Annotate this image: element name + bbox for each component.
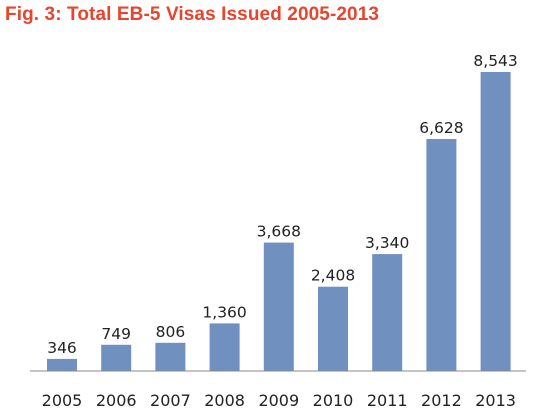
value-label-2013: 8,543 (473, 52, 517, 70)
x-tick-label-2011: 2011 (367, 391, 408, 410)
x-tick-label-2009: 2009 (258, 391, 299, 410)
x-tick-label-2013: 2013 (475, 391, 516, 410)
bar-2008 (209, 323, 240, 371)
x-tick-label-2012: 2012 (421, 391, 462, 410)
tick-labels-layer: 2005 2006 2007 2008 2009 2010 2011 2012 2013 (42, 391, 516, 410)
x-tick-label-2006: 2006 (96, 391, 137, 410)
value-label-2008: 1,360 (202, 303, 246, 321)
bar-2011 (372, 254, 403, 371)
value-label-2010: 2,408 (311, 267, 355, 285)
bar-2012 (426, 139, 457, 371)
bar-2009 (263, 242, 294, 371)
x-tick-label-2008: 2008 (204, 391, 245, 410)
chart-title: Fig. 3: Total EB-5 Visas Issued 2005-201… (5, 4, 380, 25)
x-tick-label-2005: 2005 (42, 391, 83, 410)
x-tick-label-2010: 2010 (313, 391, 354, 410)
value-label-2011: 3,340 (365, 234, 409, 252)
bar-2013 (480, 72, 511, 371)
value-label-2007: 806 (156, 323, 186, 341)
bars-layer (47, 72, 511, 371)
value-label-2009: 3,668 (257, 223, 301, 241)
x-tick-label-2007: 2007 (150, 391, 191, 410)
bar-2010 (318, 286, 348, 371)
bar-2007 (155, 342, 186, 371)
value-labels-layer: 346 749 806 1,360 3,668 2,408 3,340 6,628 8,543 (47, 52, 518, 357)
value-label-2012: 6,628 (419, 119, 463, 137)
bar-2005 (47, 358, 77, 371)
value-label-2006: 749 (101, 325, 131, 343)
value-label-2005: 346 (47, 339, 77, 357)
bar-2006 (101, 344, 132, 371)
